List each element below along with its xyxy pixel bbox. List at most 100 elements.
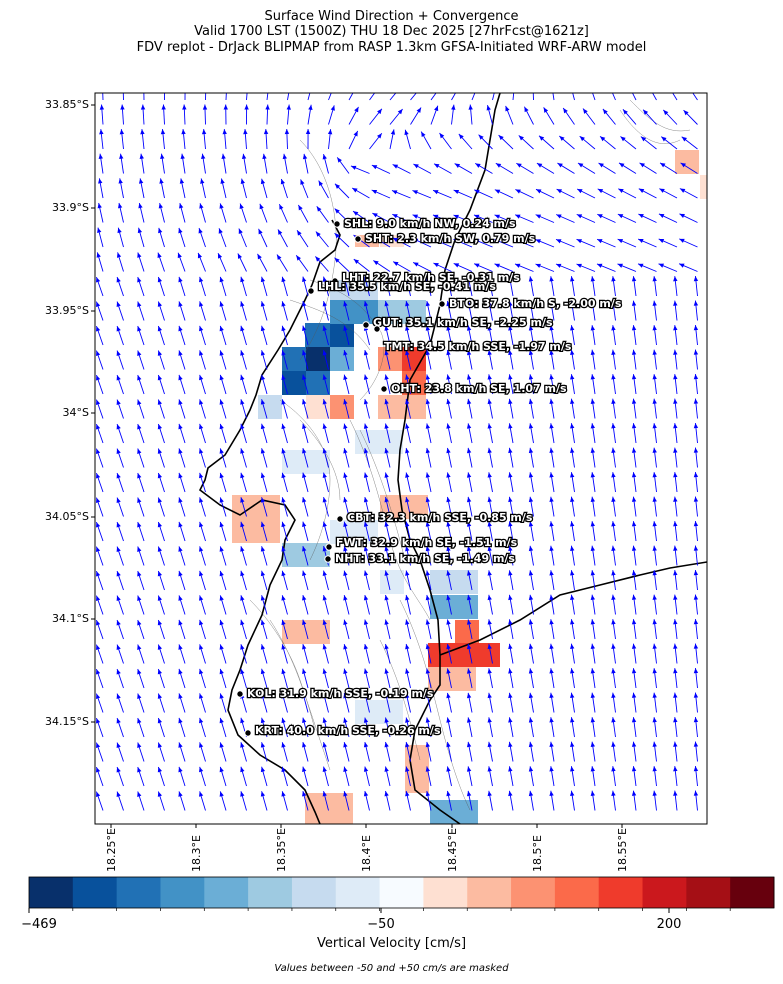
wind-arrow-head <box>363 693 369 699</box>
station-markers: SHL: 9.0 km/h NW, 0.24 m/s SHT: 2.3 km/h … <box>236 216 623 738</box>
vv-cell <box>330 300 378 324</box>
wind-arrow-head <box>631 790 637 796</box>
colorbar-tick-label: 200 <box>656 917 682 932</box>
wind-arrow-head <box>240 742 245 748</box>
wind-arrow-head <box>96 375 101 381</box>
wind-arrow-head <box>528 472 534 478</box>
wind-arrow-head <box>425 276 431 282</box>
wind-arrow-head <box>257 253 262 260</box>
wind-arrow-head <box>611 619 616 625</box>
wind-arrow-head <box>528 741 534 748</box>
wind-arrow-head <box>353 259 360 264</box>
wind-arrow-head <box>302 570 307 577</box>
wind-arrow-head <box>302 693 307 699</box>
wind-arrow-head <box>673 374 678 380</box>
wind-arrow-head <box>322 448 327 454</box>
wind-arrow <box>246 93 248 101</box>
wind-arrow-head <box>157 252 162 259</box>
wind-arrow-head <box>528 496 534 503</box>
wind-arrow-head <box>240 350 245 356</box>
wind-arrow-head <box>302 644 307 650</box>
wind-arrow-head <box>119 153 124 159</box>
wind-arrow-head <box>446 447 451 454</box>
wind-arrow-head <box>446 325 451 331</box>
wind-arrow-head <box>116 791 121 797</box>
wind-arrow-head <box>570 717 575 723</box>
wind-arrow-head <box>240 276 245 283</box>
wind-arrow-head <box>631 447 637 453</box>
wind-arrow-head <box>343 644 348 650</box>
wind-arrow-head <box>363 570 369 576</box>
wind-arrow-head <box>363 546 369 552</box>
wind-arrow-head <box>138 178 144 184</box>
lat-tick-label: 34.15°S <box>45 715 89 728</box>
wind-arrow-head <box>178 742 183 748</box>
wind-arrow-head <box>405 692 410 699</box>
wind-arrow-head <box>631 717 637 723</box>
wind-arrow-head <box>693 374 699 380</box>
wind-arrow-head <box>597 188 604 194</box>
wind-arrow-head <box>487 717 492 723</box>
wind-arrow-head <box>425 619 431 625</box>
wind-arrow-head <box>631 496 637 502</box>
wind-arrow-head <box>240 595 245 601</box>
wind-arrow-head <box>302 153 308 160</box>
wind-arrow-head <box>405 398 410 405</box>
wind-arrow-head <box>425 447 431 454</box>
station-dot <box>373 325 381 333</box>
wind-arrow-head <box>508 447 513 454</box>
wind-arrow-head <box>116 326 121 332</box>
wind-arrow-head <box>260 301 266 307</box>
wind-arrow-head <box>413 164 419 169</box>
wind-arrow-head <box>384 301 389 307</box>
wind-arrow-head <box>262 153 267 160</box>
wind-arrow-head <box>631 472 637 478</box>
wind-arrow-head <box>446 521 451 527</box>
wind-arrow-head <box>199 350 204 356</box>
wind-arrow-head <box>416 107 422 113</box>
wind-arrow-head <box>487 521 492 527</box>
wind-arrow-head <box>384 497 389 503</box>
vv-cell <box>282 543 330 567</box>
wind-arrow-head <box>322 154 327 160</box>
wind-arrow-head <box>281 472 286 479</box>
vv-cell <box>330 520 378 544</box>
wind-arrow-head <box>508 643 513 650</box>
wind-arrow-head <box>322 301 327 307</box>
wind-arrow-head <box>322 619 327 626</box>
station-dot <box>236 690 244 698</box>
wind-arrow-head <box>302 791 307 797</box>
wind-arrow-head <box>405 594 410 601</box>
colorbar-swatch <box>554 877 600 908</box>
wind-arrow-head <box>179 203 184 209</box>
wind-arrow-head <box>222 129 227 135</box>
wind-arrow-head <box>631 300 637 306</box>
wind-arrow-head <box>658 263 665 268</box>
wind-arrow-head <box>433 190 439 195</box>
station-label: TMT: 34.5 km/h SSE, -1.97 m/s <box>384 340 572 353</box>
wind-arrow-head <box>219 619 224 626</box>
wind-arrow-head <box>433 239 439 244</box>
wind-arrow-head <box>116 424 121 430</box>
wind-arrow-head <box>446 741 451 748</box>
wind-arrow-head <box>611 766 616 772</box>
wind-arrow-head <box>137 399 142 405</box>
wind-arrow-head <box>474 189 480 194</box>
wind-arrow-head <box>223 104 228 110</box>
wind-arrow-head <box>439 132 445 139</box>
wind-arrow-head <box>661 136 667 142</box>
wind-arrow-head <box>157 668 163 675</box>
wind-arrow-head <box>384 448 389 454</box>
wind-arrow-head <box>673 423 678 429</box>
wind-arrow-head <box>549 276 554 282</box>
wind-arrow-head <box>611 521 616 527</box>
wind-arrow-head <box>673 398 678 404</box>
wind-arrow-head <box>377 84 382 89</box>
wind-arrow-head <box>446 374 451 380</box>
wind-arrow-head <box>137 227 143 234</box>
wind-arrow-head <box>322 668 327 675</box>
wind-arrow-head <box>322 717 327 724</box>
station-dot <box>336 515 344 523</box>
wind-arrow-head <box>322 693 327 699</box>
colorbar-swatch <box>160 877 205 908</box>
